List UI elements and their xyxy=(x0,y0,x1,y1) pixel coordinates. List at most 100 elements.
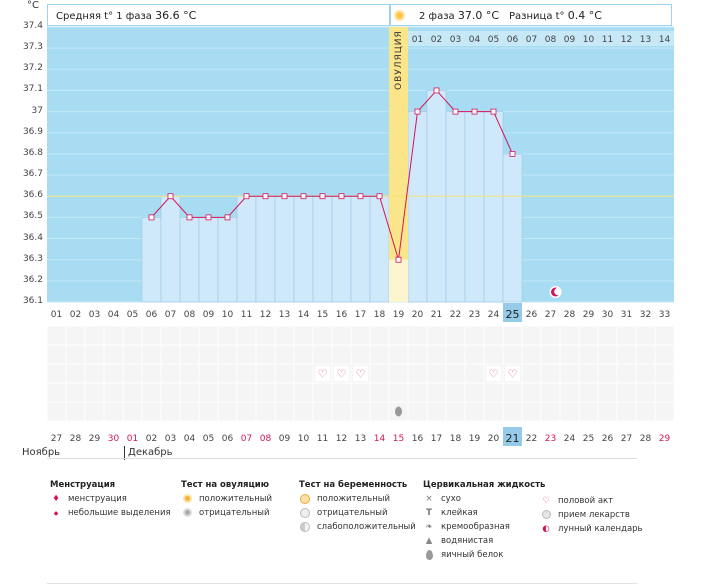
cycle-day-label: 19 xyxy=(393,310,405,320)
heart-cell xyxy=(505,366,520,381)
post-ovulation-day-label: 05 xyxy=(488,35,499,45)
sun-icon xyxy=(181,492,193,506)
heart-cell xyxy=(486,366,501,381)
cycle-day-label: 27 xyxy=(545,310,556,320)
y-tick-label: 37.4 xyxy=(22,21,43,31)
circle-outline-icon xyxy=(299,506,311,520)
y-tick-label: 37.3 xyxy=(22,42,43,53)
legend-preg-positive: положительный xyxy=(299,492,416,506)
calendar-date-label: 14 xyxy=(374,434,386,444)
legend-cervical-title: Цервикальная жидкость xyxy=(423,480,546,490)
cross-icon: × xyxy=(425,494,433,504)
temperature-point xyxy=(224,214,231,221)
legend-menstruation: Менструация ♦ менструация ◆ небольшие выде… xyxy=(50,480,171,520)
temperature-bar xyxy=(464,111,485,303)
temperature-point xyxy=(262,193,269,200)
cycle-day-label: 09 xyxy=(203,310,215,320)
temperature-point xyxy=(452,108,459,115)
calendar-date-label: 02 xyxy=(146,434,157,444)
calendar-date-label: 24 xyxy=(564,434,576,444)
post-ovulation-day-label: 01 xyxy=(412,35,423,45)
drop-icon: ▲ xyxy=(425,536,433,546)
y-tick-label: 37 xyxy=(31,105,43,116)
temperature-point xyxy=(376,193,383,200)
temperature-bar xyxy=(255,195,276,303)
cycle-day-label: 20 xyxy=(412,310,424,320)
fluid-drop-icon xyxy=(395,406,402,417)
cycle-day-label: 31 xyxy=(621,310,632,320)
cycle-day-label: 33 xyxy=(659,310,670,320)
heart-icon: ♡ xyxy=(489,368,499,381)
cycle-day-label: 06 xyxy=(146,310,158,320)
cycle-day-label: 29 xyxy=(583,310,595,320)
phase2-summary: 2 фаза 37.0 °C Разница t° 0.4 °C xyxy=(390,4,672,26)
legend-pregnancy-test: Тест на беременность положительный отриц… xyxy=(299,480,416,534)
calendar-date-label: 10 xyxy=(298,434,310,444)
cycle-day-label: 30 xyxy=(602,310,614,320)
post-ovulation-day-label: 14 xyxy=(659,35,671,45)
calendar-date-label: 25 xyxy=(583,434,594,444)
drop-large-icon: ♦ xyxy=(52,494,60,504)
y-unit-label: °C xyxy=(27,0,39,11)
calendar-date-label: 05 xyxy=(203,434,214,444)
cycle-day-label: 07 xyxy=(165,310,176,320)
moon-icon: ◐ xyxy=(542,524,550,534)
heart-cell xyxy=(315,366,330,381)
temperature-bar xyxy=(198,217,219,303)
cycle-day-label: 13 xyxy=(279,310,290,320)
temperature-point xyxy=(395,256,402,263)
legend-bottom-rule xyxy=(47,583,637,584)
y-tick-label: 37.1 xyxy=(22,84,43,95)
y-tick-label: 36.4 xyxy=(22,232,43,243)
half-circle-icon xyxy=(299,520,311,534)
temperature-bar xyxy=(141,217,162,303)
ovulation-band xyxy=(389,27,408,260)
temperature-line xyxy=(151,89,513,260)
cycle-day-label: 02 xyxy=(70,310,81,320)
calendar-date-label: 07 xyxy=(241,434,252,444)
sun-icon xyxy=(394,10,405,21)
cycle-day-label: 32 xyxy=(640,310,651,320)
y-tick-label: 36.7 xyxy=(22,169,43,180)
heart-icon: ♡ xyxy=(508,368,518,381)
legend-menstruation-item: ♦ менструация xyxy=(50,492,171,506)
legend-moon: ◐ лунный календарь xyxy=(540,522,642,536)
diff-value: 0.4 °C xyxy=(567,9,602,22)
temperature-point xyxy=(281,193,288,200)
calendar-date-label: 18 xyxy=(450,434,462,444)
legend: Менструация ♦ менструация ◆ небольшие выде… xyxy=(50,480,650,580)
ovulation-label: ОВУЛЯЦИЯ xyxy=(394,30,404,90)
calendar-date-today: 21 xyxy=(506,432,520,445)
calendar-date-label: 13 xyxy=(355,434,366,444)
y-tick-label: 36.3 xyxy=(22,253,43,264)
post-ovulation-day-label: 04 xyxy=(469,35,481,45)
month-second: Декабрь xyxy=(128,447,173,458)
temperature-point xyxy=(471,108,478,115)
post-ovulation-day-label: 13 xyxy=(640,35,651,45)
temperature-point xyxy=(167,193,174,200)
legend-ovulation-test: Тест на овуляцию положительный отрицател… xyxy=(181,480,272,520)
temperature-point xyxy=(319,193,326,200)
temperature-bar xyxy=(407,111,428,303)
cycle-day-label: 14 xyxy=(298,310,310,320)
temperature-bar xyxy=(350,195,371,303)
calendar-date-label: 04 xyxy=(184,434,196,444)
bbt-chart: 01 02 03 04 05 06 07 08 09 10 11 12 13 14 01 02 03 04 05 06… xyxy=(46,26,675,446)
temperature-point xyxy=(357,193,364,200)
cycle-day-label: 22 xyxy=(450,310,461,320)
calendar-date-label: 12 xyxy=(336,434,347,444)
temperature-point xyxy=(148,214,155,221)
temperature-bar xyxy=(483,111,504,303)
temperature-bar xyxy=(236,195,257,303)
calendar-date-label: 30 xyxy=(108,434,120,444)
temperature-point xyxy=(509,151,516,157)
temperature-bar xyxy=(293,195,314,303)
calendar-date-label: 19 xyxy=(469,434,481,444)
post-ovulation-day-label: 09 xyxy=(564,35,576,45)
y-tick-label: 36.5 xyxy=(22,211,43,222)
temperature-bar xyxy=(160,195,181,303)
cycle-day-label: 10 xyxy=(222,310,234,320)
legend-medication: прием лекарств xyxy=(540,508,643,522)
moon-icon-cut xyxy=(554,287,562,296)
